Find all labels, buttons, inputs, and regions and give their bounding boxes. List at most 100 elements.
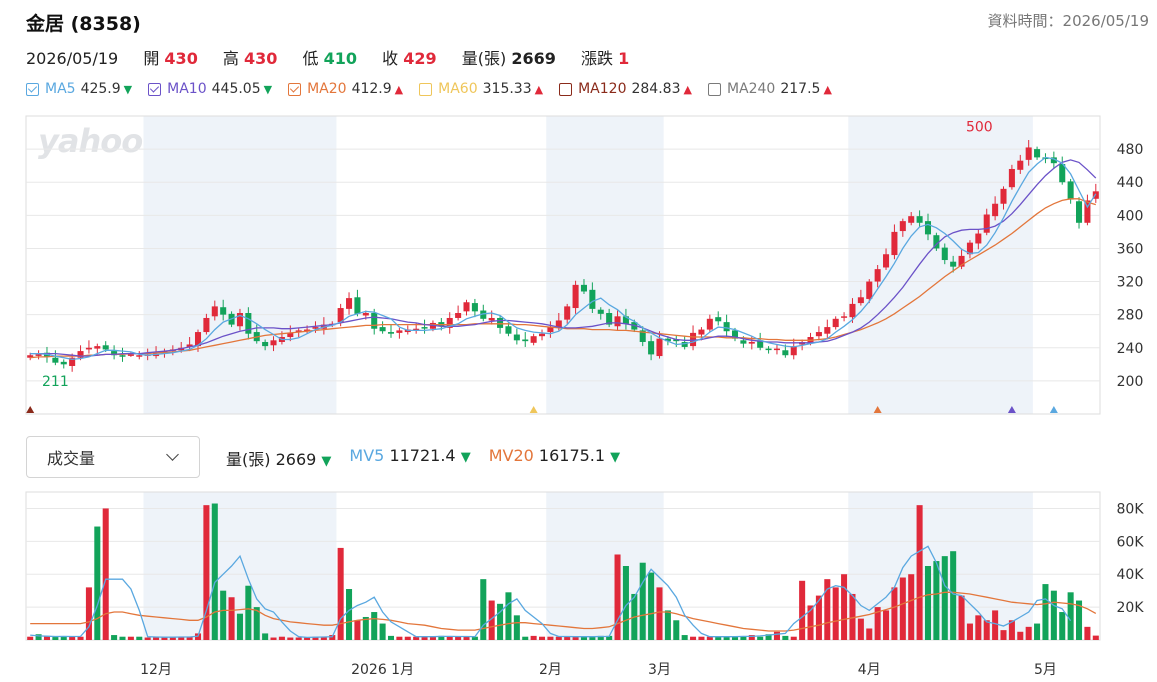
checkbox-checked-icon[interactable] (288, 82, 302, 96)
candle-body (765, 348, 772, 351)
candle-body (790, 346, 797, 356)
candle-body (1067, 181, 1074, 200)
checkbox-icon[interactable] (707, 82, 721, 96)
ma-legend-item-ma10[interactable]: MA10 445.05 ▼ (148, 81, 272, 97)
volume-bar (480, 579, 487, 640)
ma-name: MA5 (45, 81, 76, 97)
volume-bar (966, 623, 973, 640)
volume-bar (740, 636, 747, 640)
high-value: 430 (244, 49, 278, 68)
candle-body (580, 284, 587, 292)
candle-body (69, 357, 76, 366)
quote-date: 2026/05/19 (26, 49, 119, 68)
checkbox-icon[interactable] (559, 82, 573, 96)
volume-bar (530, 635, 537, 640)
candle-body (824, 327, 831, 334)
ma-legend-item-ma120[interactable]: MA120 284.83 ▲ (559, 81, 692, 97)
volume-bar (203, 505, 210, 640)
price-chart[interactable]: 200 240 280 320 360 400 440 480 500 211 (0, 114, 1157, 420)
volume-bar (379, 623, 386, 640)
change-value: 1 (618, 49, 630, 68)
ma-value: 425.9 (80, 81, 121, 97)
open-value: 430 (164, 49, 198, 68)
candle-body (723, 322, 730, 332)
ma5-line (30, 156, 1097, 361)
checkbox-checked-icon[interactable] (148, 82, 162, 96)
volume-bar (295, 637, 302, 640)
candle-body (362, 313, 369, 316)
shaded-month-band (848, 116, 1033, 414)
volume-label: 量(張) (461, 49, 507, 68)
mv20-line (30, 591, 1097, 632)
volume-bar (497, 603, 504, 640)
volume-bar (278, 636, 285, 640)
low-annotation: 211 (42, 374, 69, 390)
y-tick-label: 20K (1117, 600, 1145, 616)
candle-body (421, 327, 428, 329)
volume-bar (27, 636, 34, 640)
ma-legend-item-ma5[interactable]: MA5 425.9 ▼ (26, 81, 132, 97)
high-label: 高 (222, 49, 239, 68)
candle-body (539, 333, 546, 337)
x-axis-label: 3月 (648, 662, 671, 678)
ma-name: MA10 (167, 81, 207, 97)
volume-bar (866, 628, 873, 640)
ma-legend-item-ma20[interactable]: MA20 412.9 ▲ (288, 81, 403, 97)
volume-bar (782, 635, 789, 640)
volume-bar (505, 592, 512, 640)
candle-body (706, 318, 713, 330)
candle-body (488, 317, 495, 321)
candle-body (77, 351, 84, 358)
candle-body (589, 289, 596, 309)
volume-bar (857, 618, 864, 640)
volume-bar (220, 590, 227, 640)
volume-bar (924, 566, 932, 640)
candle-body (220, 307, 227, 315)
ma-legend-item-ma60[interactable]: MA60 315.33 ▲ (419, 81, 543, 97)
volume-bar (975, 615, 982, 640)
volume-bar (178, 636, 185, 640)
candle-body (102, 345, 109, 350)
down-triangle-icon: ▼ (460, 450, 471, 465)
candle-body (35, 354, 42, 356)
volume-bar (312, 636, 319, 640)
shaded-month-band (546, 116, 664, 414)
indicator-select[interactable]: 成交量 (26, 436, 200, 478)
volume-bar (228, 597, 235, 640)
y-tick-label: 280 (1117, 308, 1144, 324)
candle-body (681, 341, 688, 347)
close-label: 收 (382, 49, 399, 68)
y-tick-label: 200 (1117, 374, 1144, 390)
volume-bar (807, 605, 814, 640)
checkbox-icon[interactable] (419, 82, 433, 96)
low-value: 410 (323, 49, 358, 68)
candle-body (966, 242, 973, 255)
mv5-line (30, 545, 1072, 639)
volume-bar (1017, 631, 1024, 640)
ma-legend-item-ma240[interactable]: MA240 217.5 ▲ (707, 81, 832, 97)
volume-bar (1008, 620, 1015, 640)
crossover-marker-icon (26, 406, 35, 413)
volume-bar (547, 636, 554, 640)
volume-bar (446, 636, 453, 640)
mv20-label: MV20 (488, 446, 534, 465)
volume-bar (589, 636, 596, 640)
volume-bar (127, 636, 134, 640)
candle-body (849, 303, 856, 318)
volume-bar (455, 636, 462, 640)
candle-body (497, 317, 504, 328)
volume-bar (404, 636, 411, 640)
checkbox-checked-icon[interactable] (26, 82, 39, 96)
candle-body (639, 330, 646, 342)
candle-body (673, 339, 680, 342)
volume-bar (43, 635, 50, 640)
volume-chart[interactable]: 20K 40K 60K 80K 12月 2026 1月 2月 3月 4月 5月 (0, 490, 1157, 682)
candle-body (295, 330, 302, 332)
volume-bar (706, 636, 713, 640)
volume-bar (119, 636, 126, 640)
candle-body (270, 340, 277, 346)
volume-bar (396, 636, 403, 640)
candle-body (715, 317, 722, 322)
volume-bar (639, 562, 646, 640)
x-axis-label: 2月 (539, 662, 562, 678)
